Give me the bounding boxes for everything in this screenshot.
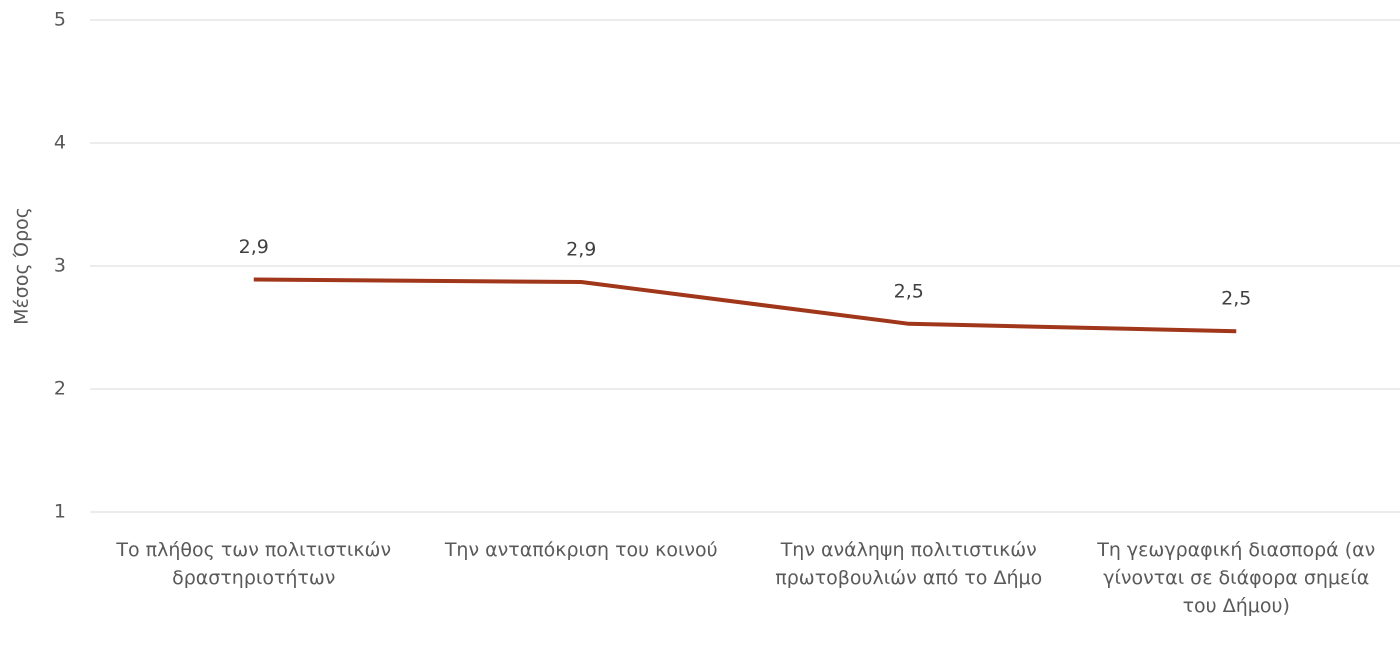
x-tick-label: Τη γεωγραφική διασπορά (αν γίνονται σε δ… (1097, 539, 1376, 617)
y-tick-label: 2 (54, 378, 66, 400)
y-tick-label: 4 (54, 132, 66, 154)
data-label: 2,9 (566, 238, 596, 260)
data-label: 2,5 (894, 280, 924, 302)
y-axis-label: Μέσος Όρος (11, 207, 33, 325)
y-tick-label: 1 (54, 501, 66, 523)
y-tick-label: 3 (54, 255, 66, 277)
data-line (253, 277, 1237, 334)
data-label: 2,9 (239, 236, 269, 258)
x-tick-label: Την ανάληψη πολιτιστικών πρωτοβουλιών απ… (775, 539, 1043, 589)
x-tick-label: Την ανταπόκριση του κοινού (444, 539, 718, 561)
y-tick-label: 5 (54, 9, 66, 31)
x-tick-label: Το πλήθος των πολιτιστικών δραστηριοτήτω… (116, 539, 392, 589)
data-label: 2,5 (1221, 288, 1251, 310)
